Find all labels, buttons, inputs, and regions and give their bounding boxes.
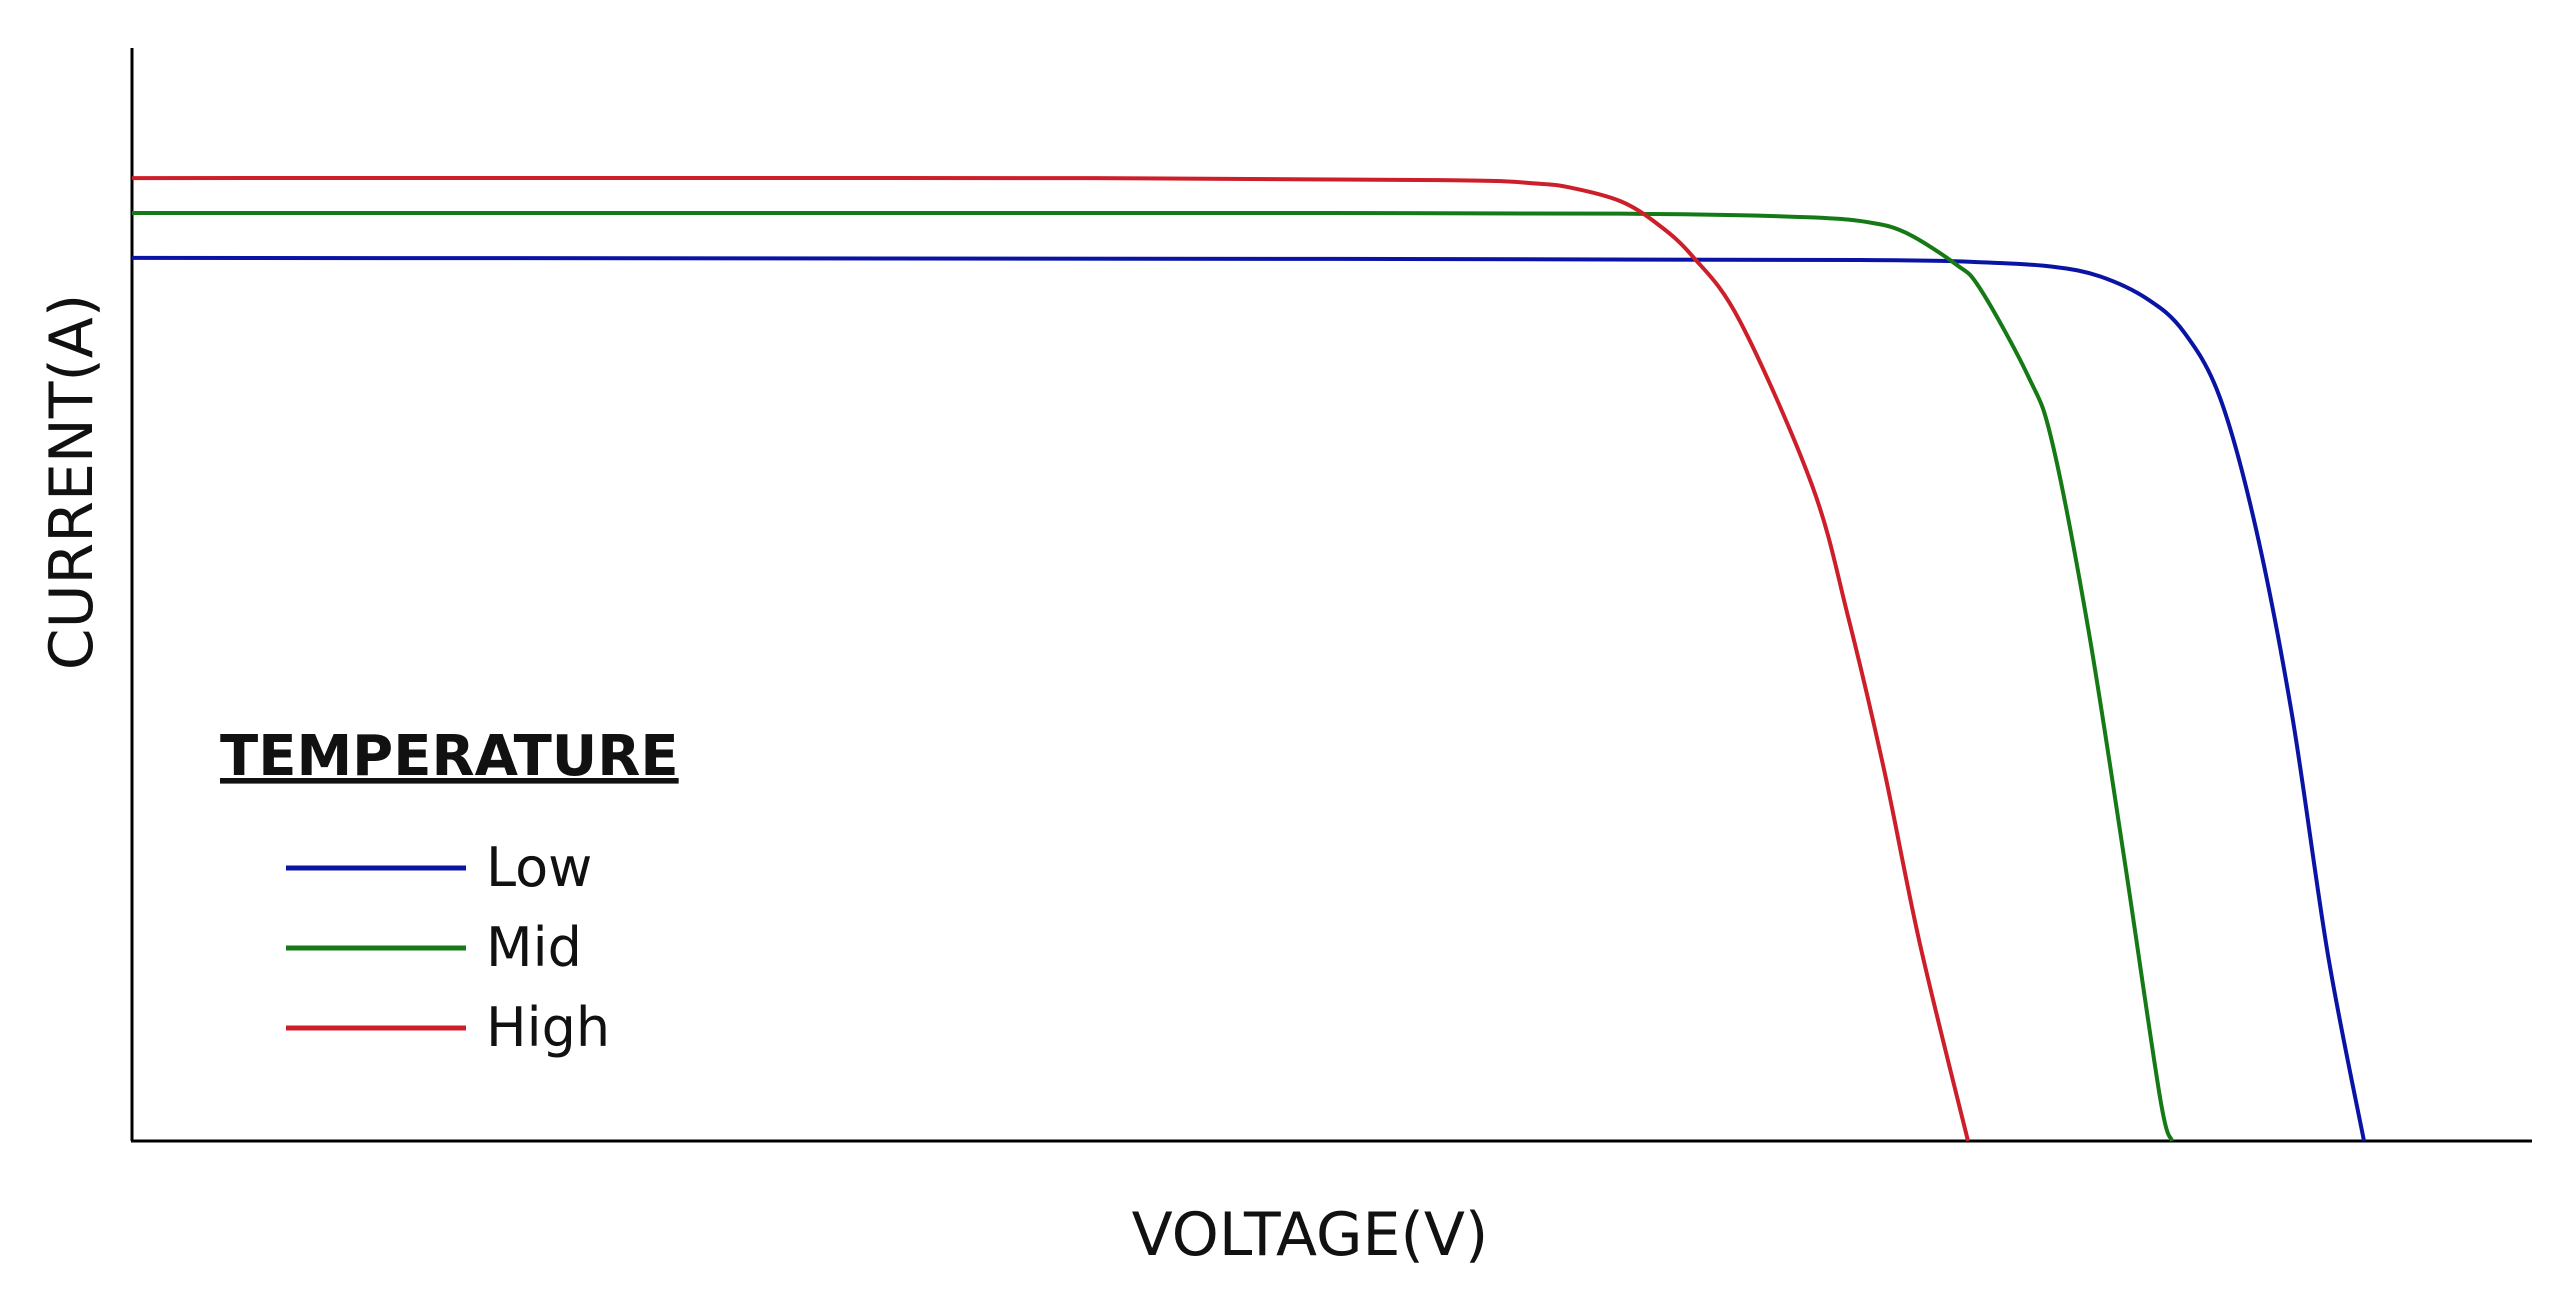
legend-label-high: High <box>486 996 610 1059</box>
series-line-mid <box>131 210 2174 1142</box>
legend-item-high: High <box>286 996 610 1059</box>
chart-axes <box>130 48 2532 1143</box>
legend: TEMPERATURE Low Mid High <box>220 724 679 1059</box>
legend-item-low: Low <box>286 836 592 899</box>
legend-label-low: Low <box>486 836 592 899</box>
series-line-low <box>131 255 2366 1142</box>
series-line-high <box>131 175 1970 1142</box>
legend-label-mid: Mid <box>486 916 582 979</box>
legend-items: Low Mid High <box>286 836 610 1059</box>
y-axis-title: CURRENT(A) <box>37 294 107 671</box>
legend-title: TEMPERATURE <box>220 724 679 789</box>
series-layer <box>131 175 2366 1142</box>
x-axis-title: VOLTAGE(V) <box>1132 1200 1489 1270</box>
legend-item-mid: Mid <box>286 916 582 979</box>
